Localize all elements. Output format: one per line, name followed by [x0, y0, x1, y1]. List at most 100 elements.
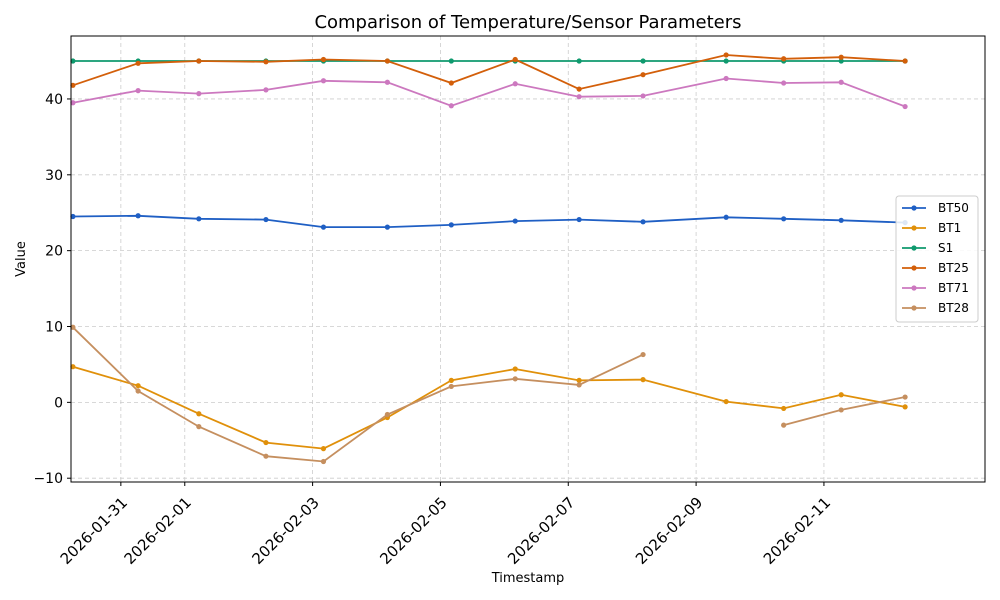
data-point: [448, 377, 454, 383]
data-point: [135, 383, 141, 389]
data-point: [512, 218, 518, 224]
data-point: [576, 216, 582, 223]
series-line: [72, 54, 906, 91]
data-point: [838, 217, 844, 223]
data-point: [263, 87, 269, 93]
legend-swatch-marker: [911, 225, 917, 231]
data-point: [448, 383, 454, 390]
legend-label: BT1: [938, 221, 961, 235]
data-point: [448, 103, 454, 109]
series-line: [72, 214, 906, 229]
data-point: [576, 86, 582, 92]
legend-label: BT25: [938, 261, 969, 275]
data-point: [576, 382, 582, 388]
data-point: [576, 94, 582, 100]
legend-label: BT50: [938, 201, 969, 215]
data-point: [902, 404, 908, 410]
data-point: [512, 376, 518, 382]
data-point: [781, 56, 787, 62]
x-axis-label: Timestamp: [491, 571, 565, 586]
legend-item-bt28: BT28: [902, 301, 969, 315]
data-point: [448, 222, 454, 228]
y-tick-label: 40: [45, 92, 63, 108]
data-point: [263, 216, 269, 223]
y-tick-label: −10: [33, 471, 63, 487]
data-point: [512, 56, 518, 63]
data-point: [576, 377, 582, 383]
data-point: [723, 75, 729, 82]
legend-swatch-marker: [911, 305, 917, 311]
data-point: [196, 58, 202, 64]
data-point: [70, 213, 76, 220]
data-point: [781, 216, 787, 222]
series-bt1: [70, 364, 908, 452]
legend-swatch-marker: [911, 205, 917, 211]
data-point: [70, 364, 76, 370]
data-point: [263, 59, 269, 65]
chart-title: Comparison of Temperature/Sensor Paramet…: [314, 12, 741, 33]
data-point: [902, 394, 908, 400]
legend-label: BT28: [938, 301, 969, 315]
data-point: [723, 398, 729, 405]
data-point: [723, 52, 729, 58]
legend-item-bt25: BT25: [902, 261, 969, 275]
data-point: [196, 216, 202, 222]
data-point: [70, 58, 76, 64]
data-point: [196, 424, 202, 430]
x-tick-label: 2026-02-05: [376, 494, 450, 568]
data-point: [781, 80, 787, 86]
plot-frame: [70, 35, 986, 483]
data-point: [263, 439, 269, 446]
data-point: [640, 351, 646, 358]
data-point: [640, 377, 646, 383]
data-point: [384, 58, 390, 64]
data-point: [70, 324, 76, 330]
legend-item-bt1: BT1: [902, 221, 961, 235]
data-point: [640, 58, 646, 64]
data-point: [263, 453, 269, 459]
y-axis-ticks: −10 0 10 20 30 40: [33, 92, 71, 487]
x-tick-label: 2026-02-07: [504, 494, 578, 568]
series-bt71: [70, 75, 908, 110]
data-point: [640, 93, 646, 99]
data-point: [838, 79, 844, 85]
legend-item-bt71: BT71: [902, 281, 969, 295]
series-line: [783, 396, 906, 426]
data-point: [320, 224, 327, 230]
data-point: [838, 407, 844, 413]
data-point: [320, 56, 327, 63]
data-point: [512, 81, 518, 87]
x-tick-label: 2026-02-03: [248, 494, 322, 568]
x-tick-label: 2026-02-01: [121, 494, 195, 568]
data-point: [512, 366, 518, 372]
data-point: [902, 58, 908, 64]
x-tick-label: 2026-02-11: [760, 494, 834, 568]
data-point: [70, 82, 76, 88]
data-point: [781, 422, 787, 428]
series-line: [72, 77, 906, 108]
data-point: [135, 213, 141, 219]
data-point: [723, 214, 729, 220]
series-bt28: [70, 324, 908, 465]
series-layer: [70, 52, 908, 465]
data-point: [640, 72, 646, 78]
data-point: [838, 58, 844, 64]
data-point: [723, 58, 729, 64]
legend-swatch-marker: [911, 285, 917, 291]
data-point: [838, 392, 844, 398]
legend: BT50 BT1 S1 BT25 BT71 BT28: [895, 195, 979, 323]
legend-label: S1: [938, 241, 953, 255]
data-point: [781, 405, 787, 412]
legend-swatch-marker: [911, 245, 917, 251]
data-point: [384, 224, 390, 230]
y-tick-label: 30: [45, 168, 63, 184]
data-point: [135, 60, 141, 66]
series-line: [72, 326, 644, 463]
legend-swatch-marker: [911, 265, 917, 271]
data-point: [384, 79, 390, 85]
data-point: [902, 103, 908, 110]
series-line: [72, 365, 906, 450]
data-point: [384, 411, 390, 418]
